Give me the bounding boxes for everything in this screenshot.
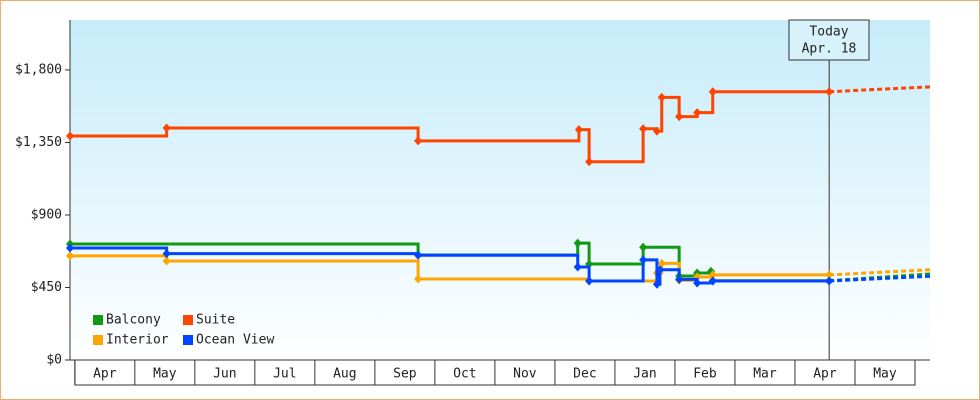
legend-swatch <box>183 315 193 325</box>
point <box>693 278 702 288</box>
point <box>585 157 594 167</box>
point <box>652 126 661 136</box>
point <box>66 251 74 261</box>
legend-label: Suite <box>196 313 235 328</box>
point <box>162 256 171 266</box>
point <box>655 265 664 275</box>
point <box>708 270 717 280</box>
point <box>639 124 648 134</box>
point <box>639 242 648 252</box>
x-tick-label: Jun <box>213 367 236 382</box>
x-tick-label: Aug <box>333 367 356 382</box>
x-tick-label: Nov <box>513 367 537 382</box>
point <box>585 276 594 286</box>
today-date: Apr. 18 <box>802 42 857 57</box>
x-tick-label: Jul <box>273 367 296 382</box>
legend-swatch <box>93 315 103 325</box>
x-tick-label: May <box>153 367 177 382</box>
legend-label: Ocean View <box>196 333 274 348</box>
point <box>162 123 171 133</box>
legend-label: Balcony <box>106 313 161 328</box>
point <box>639 255 648 265</box>
point <box>414 136 423 146</box>
overlay: Today Apr. 18 <box>788 19 870 61</box>
point <box>708 276 717 286</box>
forecast-line <box>829 274 931 283</box>
x-tick-label: Oct <box>453 367 476 382</box>
y-tick-label: $1,350 <box>15 135 62 150</box>
x-tick-label: Apr <box>93 367 117 382</box>
point <box>66 131 74 141</box>
point <box>675 274 684 284</box>
x-tick-label: Mar <box>753 367 777 382</box>
forecast-line <box>829 85 931 94</box>
point <box>657 92 666 102</box>
point <box>825 270 834 280</box>
y-tick-label: $0 <box>46 353 62 368</box>
x-tick-label: Feb <box>693 367 717 382</box>
point <box>414 274 423 284</box>
y-tick-label: $900 <box>31 207 62 222</box>
point <box>693 108 702 118</box>
legend-swatch <box>183 335 193 345</box>
legend-swatch <box>93 335 103 345</box>
point <box>825 87 834 97</box>
y-tick-label: $450 <box>31 280 62 295</box>
x-tick-label: Apr <box>813 367 837 382</box>
point <box>573 262 582 272</box>
point <box>162 249 171 259</box>
plot-area <box>70 20 930 360</box>
x-tick-label: Sep <box>393 367 417 382</box>
today-label: Today <box>809 25 848 40</box>
point <box>574 125 583 135</box>
x-tick-label: May <box>873 367 897 382</box>
point <box>573 238 582 248</box>
forecast-line <box>829 268 931 277</box>
point <box>414 250 423 260</box>
x-tick-label: Dec <box>573 367 596 382</box>
marks: $0 $450 $900 $1,350 $1,800 Apr May Jun Jul Aug Sep… <box>15 60 931 385</box>
point <box>652 279 661 289</box>
y-tick-label: $1,800 <box>15 62 62 77</box>
point <box>66 243 74 253</box>
point <box>825 276 834 286</box>
legend-label: Interior <box>106 333 169 348</box>
point <box>708 87 717 97</box>
point <box>675 112 684 122</box>
x-tick-label: Jan <box>633 367 656 382</box>
today-box <box>788 19 870 61</box>
